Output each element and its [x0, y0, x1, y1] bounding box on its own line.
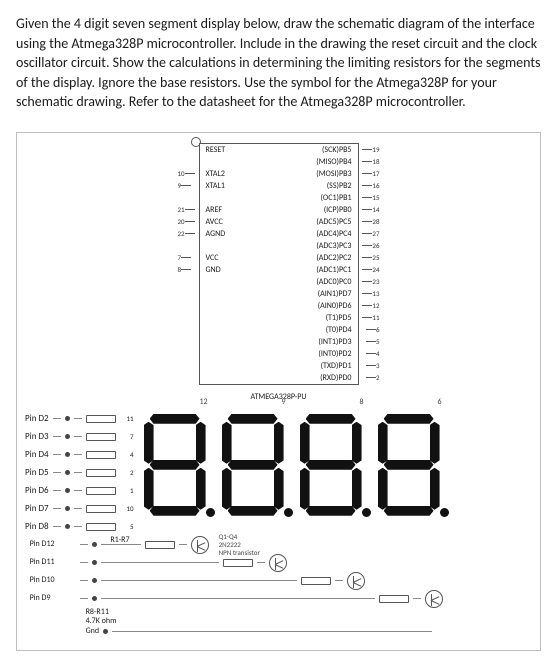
resistor-icon — [223, 559, 253, 567]
mcu-symbol: 19RESET(SCK)PB518(MISO)PB41017XTAL2(MOSI… — [199, 143, 359, 385]
pin-label: Pin D4 — [25, 450, 49, 460]
pin-num: 11 — [120, 415, 134, 423]
pin-label: Pin D7 — [25, 504, 49, 514]
mcu-row: (T1)PD5 — [200, 312, 358, 324]
seven-seg-digit: 12 — [140, 410, 210, 522]
pin-label: Pin D2 — [25, 414, 49, 424]
pin-label: Pin D3 — [25, 432, 49, 442]
transistor-icon — [425, 590, 443, 608]
seven-seg-block: 12986 — [140, 410, 532, 522]
mcu-row: (MISO)PB4 — [200, 156, 358, 168]
mcu-row: (INT0)PD2 — [200, 348, 358, 360]
seven-seg-digit: 6 — [374, 410, 444, 522]
mcu-row: AREF(ICP)PB0 — [200, 204, 358, 216]
mcu-row: (INT1)PD3 — [200, 336, 358, 348]
pin-num: 4 — [120, 451, 134, 459]
resistor-icon — [86, 523, 116, 531]
mcu-row: RESET(SCK)PB5 — [200, 144, 358, 156]
digit-pin-row: Pin D9 — [30, 590, 532, 608]
transistor-icon — [269, 554, 287, 572]
digit-pin-num: 8 — [360, 398, 364, 407]
pin-num: 5 — [120, 523, 134, 531]
pin-label: Pin D9 — [30, 594, 76, 603]
resistor-icon — [145, 541, 175, 549]
digit-pin-row: Pin D10 — [30, 572, 532, 590]
segment-pin-row: Pin D7 10 — [25, 500, 134, 518]
digit-pins-column: Pin D12Q1-Q42N2222NPN transistorPin D11P… — [140, 536, 532, 636]
digit-pin-num: 9 — [282, 398, 286, 407]
seven-seg-digit: 8 — [296, 410, 366, 522]
mcu-row: XTAL1(SS)PB2 — [200, 180, 358, 192]
mcu-row: (AIN0)PD6 — [200, 300, 358, 312]
mcu-row: (OC1)PB1 — [200, 192, 358, 204]
transistor-icon — [347, 572, 365, 590]
digit-pin-row: Pin D12 Q1-Q42N2222NPN transistor — [30, 536, 532, 554]
mcu-row: (ADC0)PC0 — [200, 276, 358, 288]
mcu-row: (ADC3)PC3 — [200, 240, 358, 252]
schematic-diagram: 19RESET(SCK)PB518(MISO)PB41017XTAL2(MOSI… — [16, 132, 541, 651]
transistor-icon — [191, 536, 209, 554]
pin-label: Pin D5 — [25, 468, 49, 478]
segment-pin-row: Pin D3 7 — [25, 428, 134, 446]
mcu-row: VCC(ADC2)PC2 — [200, 252, 358, 264]
r8-r11-value: 4.7K ohm — [86, 617, 532, 626]
segment-pins-column: Pin D211Pin D37Pin D44Pin D52Pin D61Pin … — [25, 410, 134, 545]
resistor-icon — [86, 433, 116, 441]
transistor-label: Q1-Q42N2222NPN transistor — [219, 533, 260, 556]
pin-num: 7 — [120, 433, 134, 441]
segment-pin-row: Pin D8 5 — [25, 518, 134, 536]
mcu-row: AGND(ADC4)PC4 — [200, 228, 358, 240]
pin-num: 2 — [120, 469, 134, 477]
mcu-row: (RXD)PD0 — [200, 372, 358, 384]
resistor-icon — [86, 451, 116, 459]
pin-label: Pin D11 — [30, 558, 76, 567]
segment-pin-row: Pin D5 2 — [25, 464, 134, 482]
resistor-icon — [86, 469, 116, 477]
pin-label: Pin D10 — [30, 576, 76, 585]
mcu-row: (AIN1)PD7 — [200, 288, 358, 300]
digit-res-label-block: R8-R114.7K ohmGnd — [86, 608, 532, 636]
digit-pin-num: 6 — [438, 398, 442, 407]
mcu-row: (TXD)PD1 — [200, 360, 358, 372]
resistor-icon — [86, 505, 116, 513]
digit-pin-row: Pin D11 — [30, 554, 532, 572]
pin-num: 1 — [120, 487, 134, 495]
resistor-icon — [301, 577, 331, 585]
r8-r11-label: R8-R11 — [86, 608, 532, 617]
resistor-icon — [86, 487, 116, 495]
question-text: Given the 4 digit seven segment display … — [16, 14, 541, 112]
pin-label: Pin D6 — [25, 486, 49, 496]
mcu-row: XTAL2(MOSI)PB3 — [200, 168, 358, 180]
digit-pin-num: 12 — [199, 398, 207, 407]
pin-num: 10 — [120, 505, 134, 513]
mcu-name: ATMEGA328P-PU — [199, 393, 359, 402]
mcu-row: (T0)PD4 — [200, 324, 358, 336]
segment-pin-row: Pin D4 4 — [25, 446, 134, 464]
resistor-icon — [379, 595, 409, 603]
seven-seg-digit: 9 — [218, 410, 288, 522]
pin-label: Pin D8 — [25, 522, 49, 532]
pin-label: Pin D12 — [30, 540, 76, 549]
segment-pin-row: Pin D6 1 — [25, 482, 134, 500]
mcu-row: AVCC(ADC5)PC5 — [200, 216, 358, 228]
resistor-icon — [86, 415, 116, 423]
mcu-row: GND(ADC1)PC1 — [200, 264, 358, 276]
segment-pin-row: Pin D2 11 — [25, 410, 134, 428]
